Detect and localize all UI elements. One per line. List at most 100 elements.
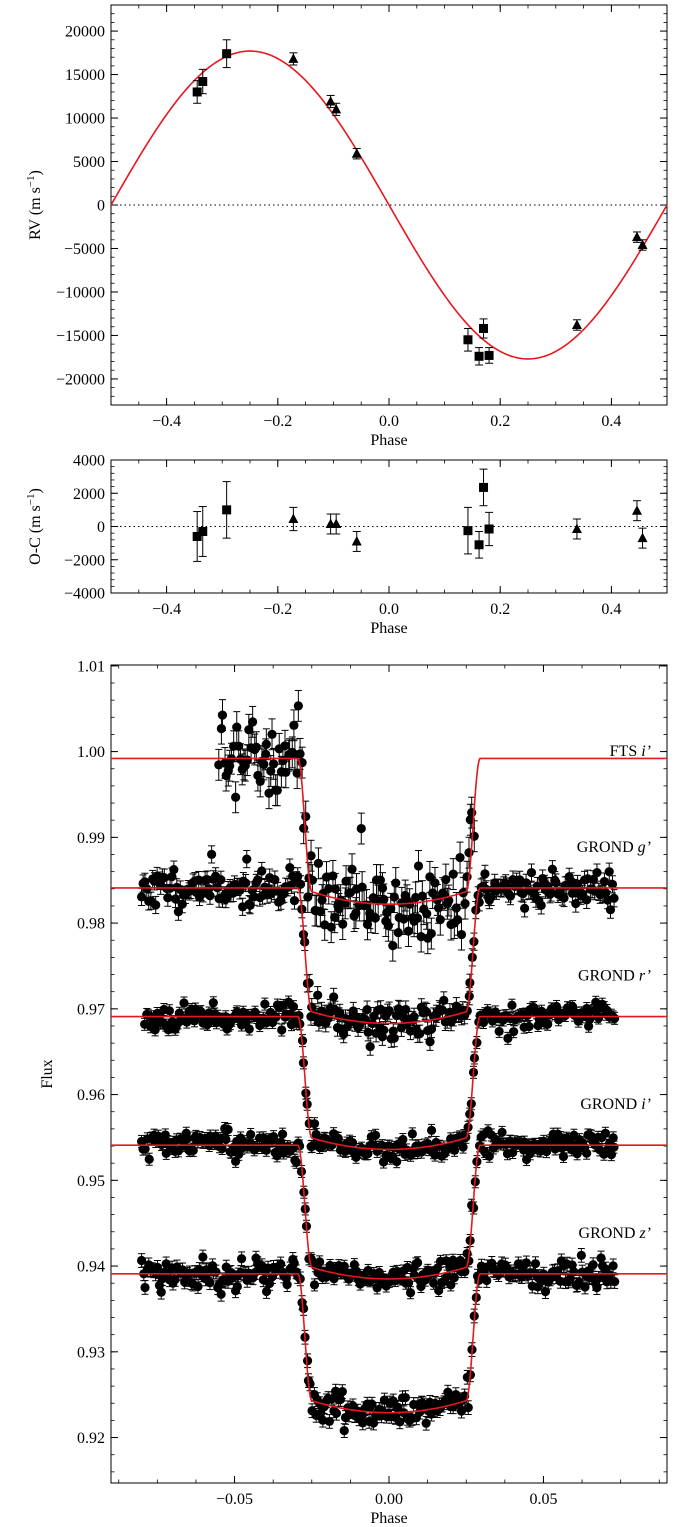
oc-point-triangle [288,514,298,524]
flux-point [241,878,250,887]
flux-point [328,871,337,880]
flux-point [340,1426,349,1435]
rv-xtick-label: −0.2 [263,413,292,430]
flux-point [436,915,445,924]
flux-point [462,872,471,881]
rv-ytick-label: 20000 [65,24,105,41]
flux-point [524,1022,533,1031]
flux-point [441,875,450,884]
oc-point-triangle [572,523,582,533]
rv-point-square [463,335,472,344]
flux-point [388,941,397,950]
flux-plot-area [111,690,667,1437]
flux-point [262,740,271,749]
rv-panel: −0.4 −0.2 0.0 0.2 0.4 −20000 −15000 −10000 −5000… [25,5,667,449]
flux-point [450,1273,459,1282]
flux-point [260,1000,269,1009]
flux-point [371,1131,380,1140]
rv-point-triangle [326,96,336,106]
rv-ytick-label: 5000 [73,154,105,171]
flux-point [169,865,178,874]
flux-point [205,1278,214,1287]
flux-point [244,725,253,734]
oc-ytick-label: −4000 [64,586,105,603]
rv-point-square [222,49,231,58]
flux-point [404,926,413,935]
flux-ytick-label: 0.93 [77,1344,105,1361]
flux-point [209,998,218,1007]
rv-point-square [198,77,207,86]
rv-point-square [193,87,202,96]
flux-point [409,1012,418,1021]
flux-point [246,1130,255,1139]
oc-xtick-label: −0.2 [263,601,292,618]
flux-point [527,868,536,877]
flux-point [257,866,266,875]
flux-point [157,1288,166,1297]
flux-point [140,1283,149,1292]
flux-point [427,1024,436,1033]
flux-point [338,1387,347,1396]
rv-ylabel: RV (m s−1) [25,170,44,240]
flux-point [217,1290,226,1299]
flux-point [252,743,261,752]
rv-ytick-label: −15000 [56,328,105,345]
flux-ylabel: Flux [39,1059,56,1088]
flux-point [290,896,299,905]
flux-point [480,869,489,878]
flux-point [305,978,314,987]
flux-point [391,878,400,887]
flux-point [390,892,399,901]
flux-point [485,1152,494,1161]
flux-point [224,1125,233,1134]
flux-point [221,1135,230,1144]
flux-point [495,1027,504,1036]
flux-point [211,1267,220,1276]
flux-point [261,750,270,759]
oc-ylabel: O-C (m s−1) [25,488,44,565]
oc-xtick-label: −0.4 [152,601,181,618]
oc-point-square [198,527,207,536]
oc-point-square [222,505,231,514]
flux-point [384,921,393,930]
flux-point [363,1149,372,1158]
flux-point [398,1135,407,1144]
oc-xtick-label: 0.0 [379,601,399,618]
flux-point [497,1128,506,1137]
flux-point [331,884,340,893]
flux-panel: −0.05 0.00 0.050.920.930.940.950.960.970.9… [39,658,667,1527]
flux-point [457,930,466,939]
flux-point [413,1258,422,1267]
oc-xtick-label: 0.4 [601,601,621,618]
flux-point [376,876,385,885]
flux-point [277,1025,286,1034]
flux-ytick-label: 0.97 [77,1001,105,1018]
flux-point [294,701,303,710]
flux-point [449,870,458,879]
flux-point [338,919,347,928]
oc-point-square [463,526,472,535]
flux-point [179,998,188,1007]
flux-point [422,909,431,918]
flux-point [406,1288,415,1297]
flux-point [507,1001,516,1010]
flux-point [301,812,310,821]
flux-point [248,717,257,726]
oc-xlabel: Phase [370,620,407,637]
oc-point-square [475,540,484,549]
flux-point [205,891,214,900]
flux-point [347,865,356,874]
flux-point [418,892,427,901]
rv-ytick-label: 0 [97,198,105,215]
flux-point [232,722,241,731]
flux-point [559,893,568,902]
flux-point [283,1280,292,1289]
flux-point [609,1143,618,1152]
oc-point-square [479,483,488,492]
rv-xtick-label: 0.2 [490,413,510,430]
flux-ytick-label: 0.96 [77,1087,105,1104]
flux-point [610,1014,619,1023]
oc-point-square [485,524,494,533]
flux-point [313,991,322,1000]
flux-point [336,1395,345,1404]
